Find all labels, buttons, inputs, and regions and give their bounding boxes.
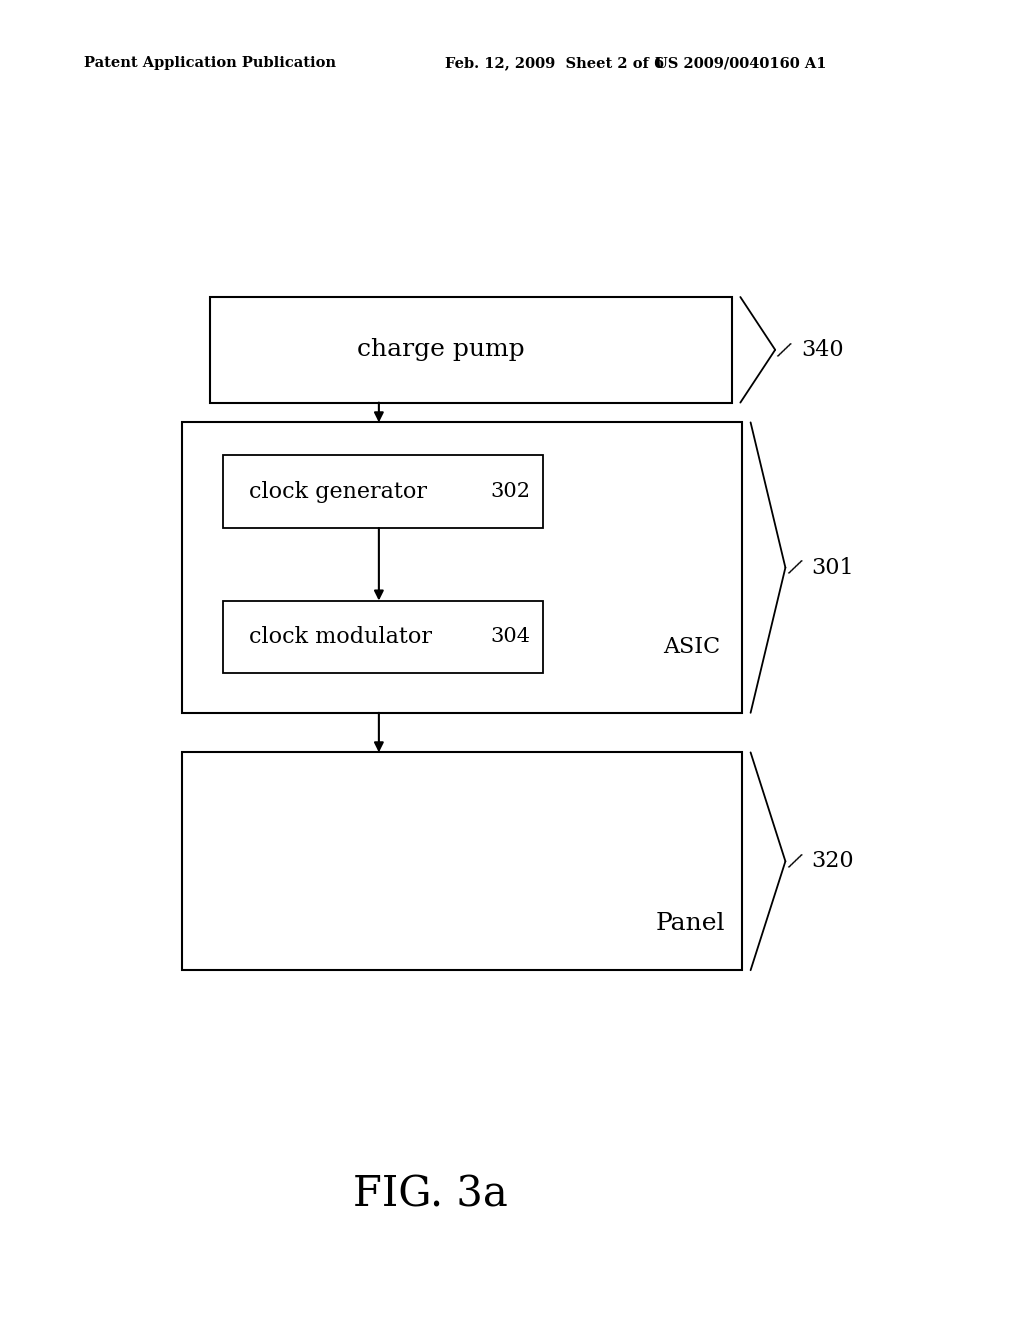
Text: clock modulator: clock modulator bbox=[249, 626, 432, 648]
Text: /: / bbox=[787, 851, 801, 871]
Text: 304: 304 bbox=[490, 627, 530, 647]
Text: Feb. 12, 2009  Sheet 2 of 6: Feb. 12, 2009 Sheet 2 of 6 bbox=[445, 57, 665, 70]
Text: 302: 302 bbox=[490, 482, 530, 502]
Bar bbox=[182, 422, 742, 713]
Text: US 2009/0040160 A1: US 2009/0040160 A1 bbox=[655, 57, 826, 70]
Bar bbox=[182, 752, 742, 970]
Text: Patent Application Publication: Patent Application Publication bbox=[84, 57, 336, 70]
Bar bbox=[210, 297, 732, 403]
Text: Panel: Panel bbox=[655, 912, 725, 936]
Text: charge pump: charge pump bbox=[356, 338, 524, 362]
Bar bbox=[223, 455, 543, 528]
Bar bbox=[223, 601, 543, 673]
Text: 340: 340 bbox=[801, 339, 844, 360]
Text: ASIC: ASIC bbox=[664, 636, 721, 657]
Text: FIG. 3a: FIG. 3a bbox=[352, 1173, 508, 1216]
Text: clock generator: clock generator bbox=[249, 480, 427, 503]
Text: /: / bbox=[787, 557, 801, 578]
Text: 320: 320 bbox=[811, 850, 854, 873]
Text: /: / bbox=[777, 339, 791, 360]
Text: 301: 301 bbox=[811, 557, 854, 578]
